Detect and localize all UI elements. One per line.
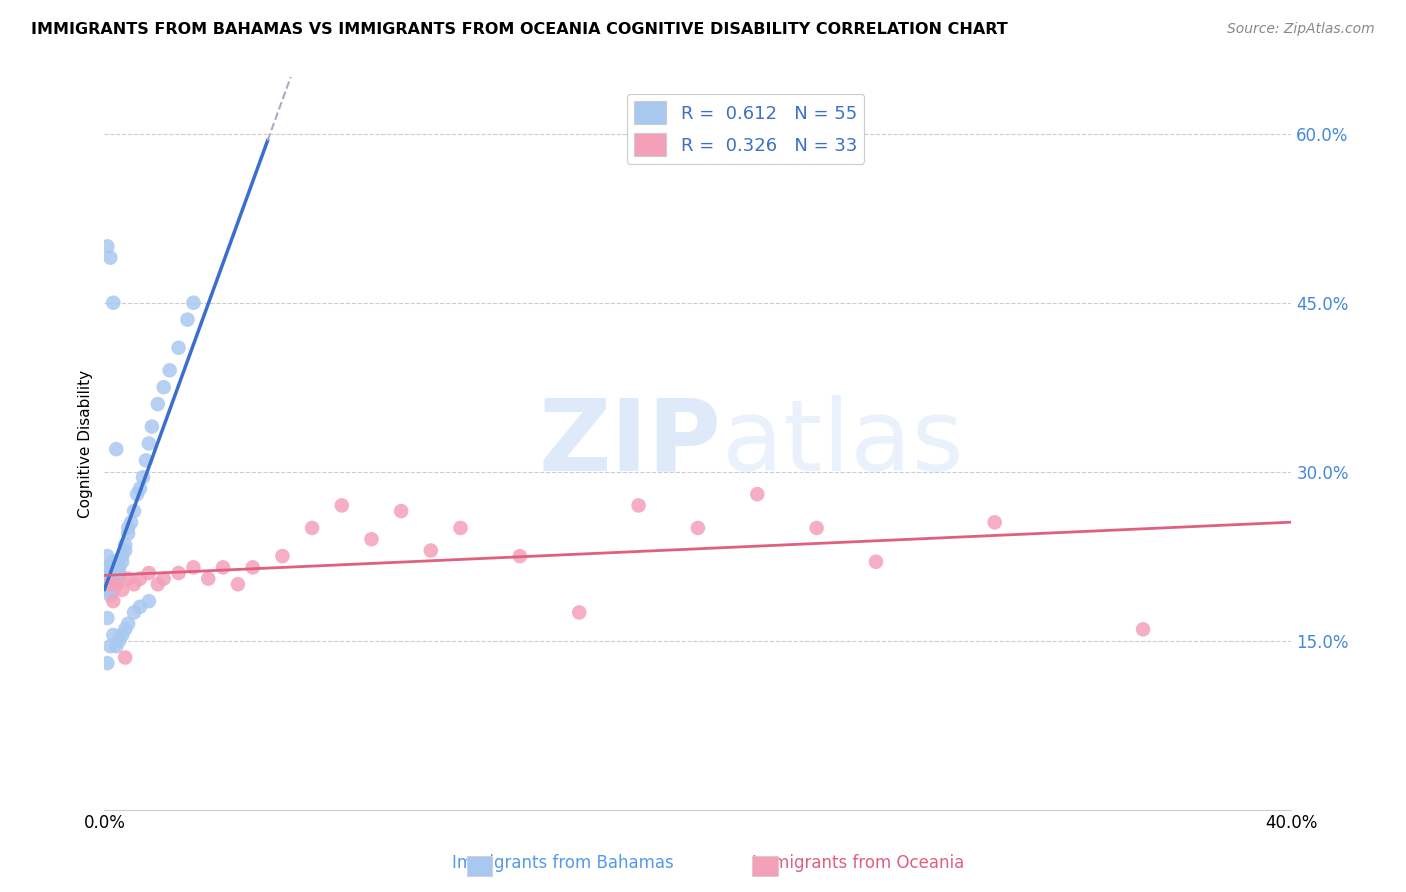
Point xyxy=(138,594,160,608)
Point xyxy=(98,577,121,591)
Point xyxy=(114,543,136,558)
Point xyxy=(103,594,125,608)
Point xyxy=(105,560,128,574)
Point xyxy=(627,499,650,513)
Point xyxy=(98,566,121,580)
Point xyxy=(301,521,323,535)
Point xyxy=(117,616,139,631)
Point xyxy=(105,577,128,591)
Point xyxy=(103,628,125,642)
Point xyxy=(226,577,249,591)
Point xyxy=(138,566,160,580)
Point xyxy=(98,251,121,265)
Point xyxy=(103,582,125,597)
Text: IMMIGRANTS FROM BAHAMAS VS IMMIGRANTS FROM OCEANIA COGNITIVE DISABILITY CORRELAT: IMMIGRANTS FROM BAHAMAS VS IMMIGRANTS FR… xyxy=(31,22,1008,37)
Point xyxy=(98,577,121,591)
Point xyxy=(747,487,769,501)
Point xyxy=(98,639,121,653)
Point xyxy=(419,543,441,558)
Point xyxy=(122,577,145,591)
Point xyxy=(450,521,472,535)
Point xyxy=(98,589,121,603)
Point xyxy=(146,397,169,411)
Point xyxy=(159,363,181,377)
Text: atlas: atlas xyxy=(721,395,963,492)
Point xyxy=(108,633,131,648)
Point xyxy=(129,482,152,496)
Point xyxy=(330,499,353,513)
Point xyxy=(117,526,139,541)
Point xyxy=(103,555,125,569)
Point xyxy=(96,549,118,563)
Text: Immigrants from Oceania: Immigrants from Oceania xyxy=(752,855,963,872)
Point xyxy=(167,341,190,355)
Point xyxy=(129,572,152,586)
Point xyxy=(96,582,118,597)
Point xyxy=(983,516,1005,530)
Point xyxy=(122,606,145,620)
Point xyxy=(120,516,142,530)
Point xyxy=(108,560,131,574)
Point xyxy=(138,436,160,450)
Point xyxy=(105,639,128,653)
Point xyxy=(568,606,591,620)
Point xyxy=(96,560,118,574)
Point xyxy=(105,566,128,580)
Point xyxy=(103,560,125,574)
Text: ZIP: ZIP xyxy=(538,395,721,492)
Point xyxy=(183,560,205,574)
Point xyxy=(141,419,163,434)
Point xyxy=(242,560,264,574)
Point xyxy=(96,656,118,670)
Point xyxy=(509,549,531,563)
Point xyxy=(360,533,382,547)
Point xyxy=(167,566,190,580)
Point xyxy=(105,577,128,591)
Legend: R =  0.612   N = 55, R =  0.326   N = 33: R = 0.612 N = 55, R = 0.326 N = 33 xyxy=(627,94,865,163)
Point xyxy=(152,572,174,586)
Point xyxy=(108,572,131,586)
Point xyxy=(1132,623,1154,637)
Point xyxy=(389,504,412,518)
Point xyxy=(114,538,136,552)
Point xyxy=(105,442,128,456)
Point xyxy=(96,572,118,586)
Point xyxy=(96,611,118,625)
Text: Source: ZipAtlas.com: Source: ZipAtlas.com xyxy=(1227,22,1375,37)
Point xyxy=(114,650,136,665)
Point xyxy=(197,572,219,586)
Point xyxy=(103,572,125,586)
Point xyxy=(122,504,145,518)
Point xyxy=(114,623,136,637)
Point xyxy=(98,560,121,574)
Point xyxy=(103,295,125,310)
Y-axis label: Cognitive Disability: Cognitive Disability xyxy=(79,369,93,517)
Point xyxy=(111,549,134,563)
Point xyxy=(117,521,139,535)
Point xyxy=(96,239,118,253)
Point xyxy=(806,521,828,535)
Point xyxy=(271,549,294,563)
Point xyxy=(111,555,134,569)
Point xyxy=(108,566,131,580)
Point xyxy=(111,628,134,642)
Point xyxy=(111,582,134,597)
Text: Immigrants from Bahamas: Immigrants from Bahamas xyxy=(451,855,673,872)
Point xyxy=(865,555,887,569)
Point xyxy=(212,560,235,574)
Point xyxy=(686,521,709,535)
Point xyxy=(125,487,148,501)
Point xyxy=(135,453,157,467)
Point xyxy=(146,577,169,591)
Point xyxy=(176,312,198,326)
Point xyxy=(183,295,205,310)
Point xyxy=(152,380,174,394)
Point xyxy=(132,470,155,484)
Point xyxy=(98,572,121,586)
Point xyxy=(117,572,139,586)
Point xyxy=(129,599,152,614)
